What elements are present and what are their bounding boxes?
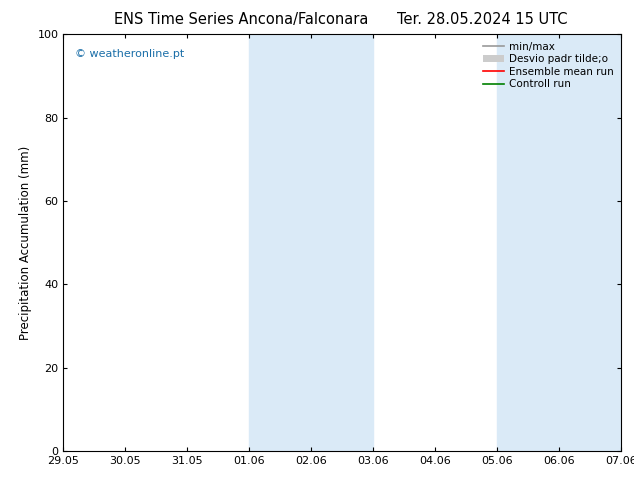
Text: ENS Time Series Ancona/Falconara: ENS Time Series Ancona/Falconara <box>113 12 368 27</box>
Bar <box>249 34 373 451</box>
Bar <box>497 34 621 451</box>
Legend: min/max, Desvio padr tilde;o, Ensemble mean run, Controll run: min/max, Desvio padr tilde;o, Ensemble m… <box>481 40 616 92</box>
Text: Ter. 28.05.2024 15 UTC: Ter. 28.05.2024 15 UTC <box>397 12 567 27</box>
Y-axis label: Precipitation Accumulation (mm): Precipitation Accumulation (mm) <box>19 146 32 340</box>
Text: © weatheronline.pt: © weatheronline.pt <box>75 49 184 59</box>
